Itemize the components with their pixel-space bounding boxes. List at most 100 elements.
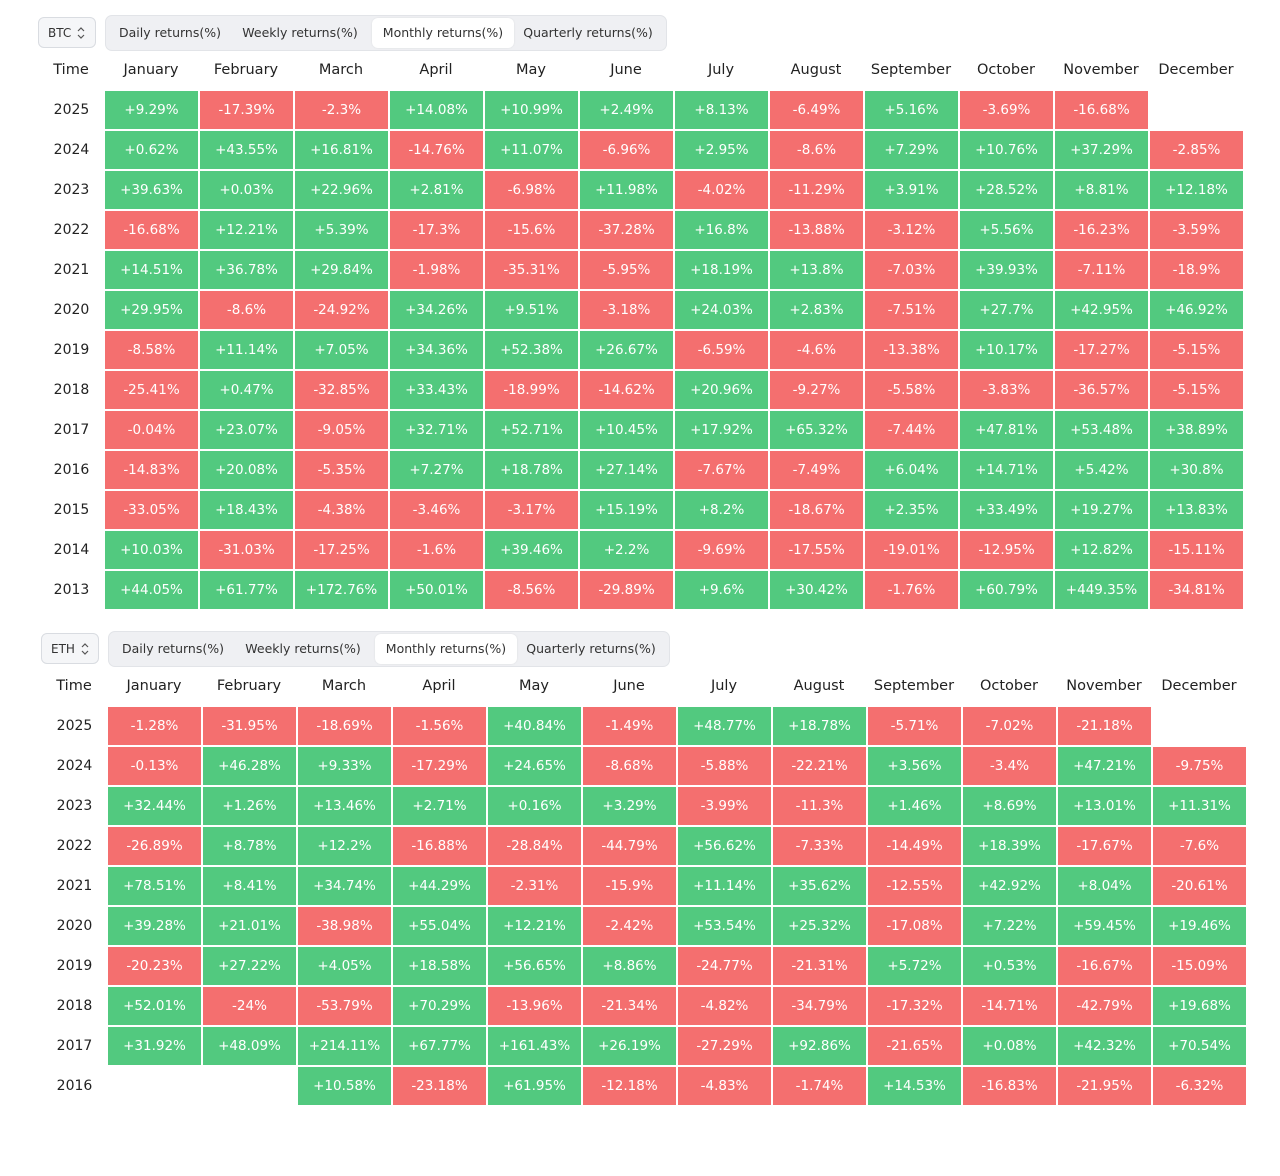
return-cell: +22.96%	[295, 171, 388, 209]
return-cell: +8.78%	[203, 827, 296, 865]
sort-icon	[81, 642, 89, 655]
row-year: 2021	[53, 262, 90, 278]
return-cell: +40.84%	[488, 707, 581, 745]
return-cell: -27.29%	[678, 1027, 771, 1065]
return-cell: +12.2%	[298, 827, 391, 865]
column-header: November	[1063, 62, 1139, 78]
return-cell: -6.32%	[1153, 1067, 1246, 1105]
return-cell: -5.88%	[678, 747, 771, 785]
column-header: October	[976, 62, 1036, 78]
return-cell: -36.57%	[1055, 371, 1148, 409]
return-cell: -16.88%	[393, 827, 486, 865]
tab[interactable]: Quarterly returns(%)	[523, 25, 653, 40]
return-cell: +47.81%	[960, 411, 1053, 449]
return-cell: +14.53%	[868, 1067, 961, 1105]
return-cell: +23.07%	[200, 411, 293, 449]
returns-panel: ETH Daily returns(%) Weekly returns(%) Mont…	[3, 616, 1280, 1176]
return-cell: +9.29%	[105, 91, 198, 129]
return-cell: +2.71%	[393, 787, 486, 825]
return-cell: +27.7%	[960, 291, 1053, 329]
return-cell: -4.38%	[295, 491, 388, 529]
column-header: January	[123, 62, 179, 78]
return-cell: -3.46%	[390, 491, 483, 529]
asset-selector[interactable]: BTC	[38, 17, 96, 48]
column-header: July	[707, 62, 735, 78]
return-cell: +7.05%	[295, 331, 388, 369]
tab[interactable]: Weekly returns(%)	[245, 641, 361, 656]
column-header: November	[1066, 678, 1142, 694]
return-cell: -17.39%	[200, 91, 293, 129]
return-cell: +10.45%	[580, 411, 673, 449]
return-cell: -7.11%	[1055, 251, 1148, 289]
return-cell: -1.98%	[390, 251, 483, 289]
return-cell: -3.83%	[960, 371, 1053, 409]
return-cell: +3.29%	[583, 787, 676, 825]
tab[interactable]: Monthly returns(%)	[375, 634, 517, 664]
return-cell: -24%	[203, 987, 296, 1025]
return-cell: -15.11%	[1150, 531, 1243, 569]
return-cell: -15.09%	[1153, 947, 1246, 985]
return-cell: -5.15%	[1150, 331, 1243, 369]
sort-icon	[77, 26, 85, 39]
return-cell: +5.42%	[1055, 451, 1148, 489]
return-cell: -7.44%	[865, 411, 958, 449]
return-cell: +19.27%	[1055, 491, 1148, 529]
return-cell: +7.29%	[865, 131, 958, 169]
tab[interactable]: Weekly returns(%)	[242, 25, 358, 40]
return-cell: +161.43%	[488, 1027, 581, 1065]
row-year: 2019	[53, 342, 90, 358]
column-header: September	[870, 62, 952, 78]
return-cell: +11.14%	[678, 867, 771, 905]
tab[interactable]: Daily returns(%)	[119, 25, 221, 40]
return-cell: +78.51%	[108, 867, 201, 905]
column-header: March	[321, 678, 367, 694]
return-cell: -18.67%	[770, 491, 863, 529]
return-cell: +55.04%	[393, 907, 486, 945]
return-cell: -7.03%	[865, 251, 958, 289]
row-year: 2019	[56, 958, 93, 974]
return-cell: -4.83%	[678, 1067, 771, 1105]
column-header: Time	[56, 678, 92, 694]
asset-label: BTC	[48, 25, 72, 40]
return-cell: -13.88%	[770, 211, 863, 249]
return-cell: +3.91%	[865, 171, 958, 209]
return-cell: +19.46%	[1153, 907, 1246, 945]
return-cell: -17.27%	[1055, 331, 1148, 369]
column-header: December	[1161, 678, 1237, 694]
tab[interactable]: Daily returns(%)	[122, 641, 224, 656]
return-cell: +33.49%	[960, 491, 1053, 529]
return-cell: +32.44%	[108, 787, 201, 825]
return-cell: -3.59%	[1150, 211, 1243, 249]
asset-selector[interactable]: ETH	[41, 633, 99, 664]
return-cell: -16.68%	[105, 211, 198, 249]
returns-panel: BTC Daily returns(%) Weekly returns(%) Mont…	[0, 0, 1280, 609]
row-year: 2022	[56, 838, 93, 854]
return-cell: -14.62%	[580, 371, 673, 409]
return-cell: -23.18%	[393, 1067, 486, 1105]
column-header: August	[790, 62, 842, 78]
tab[interactable]: Monthly returns(%)	[372, 18, 514, 48]
return-cell: -8.6%	[200, 291, 293, 329]
row-year: 2022	[53, 222, 90, 238]
return-cell: -14.49%	[868, 827, 961, 865]
row-year: 2018	[56, 998, 93, 1014]
return-cell: +31.92%	[108, 1027, 201, 1065]
tab-group: Daily returns(%) Weekly returns(%) Monthly…	[105, 15, 667, 51]
return-cell: +13.01%	[1058, 787, 1151, 825]
return-cell: +0.53%	[963, 947, 1056, 985]
column-header: May	[516, 62, 546, 78]
return-cell: +0.16%	[488, 787, 581, 825]
return-cell: +10.99%	[485, 91, 578, 129]
return-cell: -12.18%	[583, 1067, 676, 1105]
tab[interactable]: Quarterly returns(%)	[526, 641, 656, 656]
return-cell: +36.78%	[200, 251, 293, 289]
return-cell: +42.92%	[963, 867, 1056, 905]
return-cell: +27.14%	[580, 451, 673, 489]
return-cell: +30.42%	[770, 571, 863, 609]
return-cell: -2.85%	[1150, 131, 1243, 169]
return-cell: -5.71%	[868, 707, 961, 745]
return-cell: -6.49%	[770, 91, 863, 129]
return-cell: +11.98%	[580, 171, 673, 209]
return-cell: +11.14%	[200, 331, 293, 369]
return-cell: +5.16%	[865, 91, 958, 129]
